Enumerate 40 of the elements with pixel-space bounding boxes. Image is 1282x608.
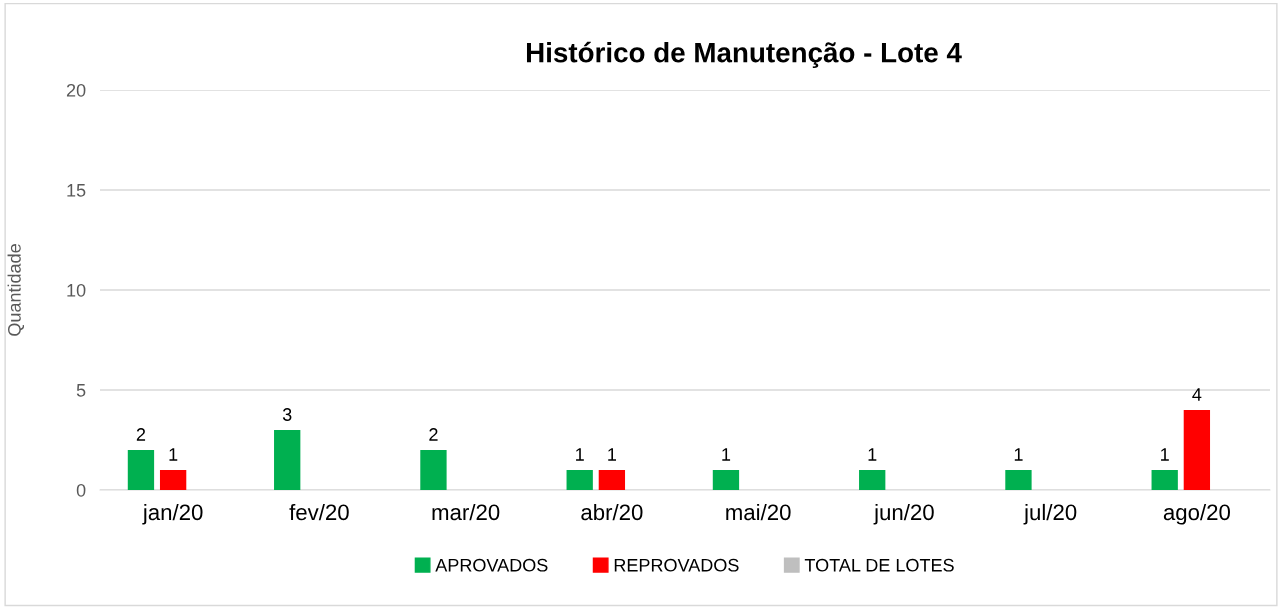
- bar: [598, 470, 626, 490]
- data-label: 1: [722, 448, 731, 461]
- x-tick-label: jun/20: [873, 503, 934, 525]
- bar: [274, 430, 301, 490]
- data-label: 2: [136, 428, 146, 441]
- bar: [1183, 410, 1211, 490]
- legend-label: APROVADOS: [435, 558, 548, 572]
- x-tick-label: fev/20: [289, 503, 349, 521]
- y-tick-label: 10: [67, 283, 86, 297]
- bar: [1151, 470, 1178, 490]
- x-tick-label: mar/20: [432, 503, 500, 521]
- data-label: 4: [1192, 388, 1202, 401]
- data-label: 1: [576, 448, 584, 461]
- legend-label: TOTAL DE LOTES: [804, 558, 954, 572]
- y-tick-label: 15: [67, 184, 86, 197]
- x-tick-label: jul/20: [1023, 503, 1077, 525]
- y-tick-label: 20: [66, 83, 86, 97]
- bar: [859, 470, 886, 490]
- data-label: 1: [1161, 448, 1169, 461]
- bar: [1005, 470, 1032, 490]
- data-label: 1: [608, 448, 617, 461]
- y-axis-title: Quantidade: [7, 244, 25, 336]
- bar: [127, 450, 155, 490]
- data-label: 3: [282, 408, 292, 421]
- x-tick-label: ago/20: [1163, 503, 1230, 525]
- x-tick-label: abr/20: [581, 503, 643, 521]
- x-tick-label: jan/20: [142, 503, 203, 525]
- x-tick-label: mai/20: [726, 503, 791, 521]
- bar: [420, 450, 447, 490]
- data-label: 1: [1014, 448, 1023, 461]
- data-label: 1: [169, 448, 178, 461]
- bar: [712, 470, 740, 490]
- legend-label: REPROVADOS: [614, 558, 739, 572]
- bar: [566, 470, 593, 490]
- y-tick-label: 0: [76, 483, 86, 497]
- chart-title: Histórico de Manutenção - Lote 4: [526, 41, 962, 68]
- y-tick-label: 5: [76, 384, 86, 397]
- data-label: 2: [429, 428, 438, 441]
- data-label: 1: [868, 448, 877, 461]
- bar: [159, 470, 187, 490]
